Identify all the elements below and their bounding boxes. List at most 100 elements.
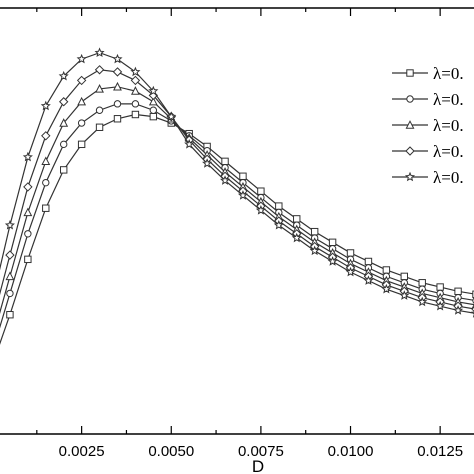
diamond-marker xyxy=(130,75,141,86)
diamond-marker xyxy=(23,182,33,192)
square-marker xyxy=(257,187,265,195)
diamond-marker xyxy=(41,131,51,141)
star-marker xyxy=(435,300,446,311)
square-marker xyxy=(42,204,50,212)
circle-marker xyxy=(42,178,50,187)
star-marker xyxy=(417,296,428,307)
square-marker xyxy=(95,123,104,131)
circle-marker xyxy=(113,100,122,108)
square-marker xyxy=(149,112,158,121)
x-ticks: 0.0025 0.0050 0.0075 0.0100 0.0125 xyxy=(36,8,463,460)
star-marker xyxy=(4,219,15,230)
x-tick-label: 0.0100 xyxy=(328,443,374,460)
series-line xyxy=(0,113,474,345)
series-triangle xyxy=(0,81,474,314)
legend-label: λ=0. xyxy=(433,168,464,187)
circle-marker xyxy=(6,289,14,298)
triangle-marker xyxy=(41,156,51,166)
square-marker xyxy=(239,172,247,180)
star-marker xyxy=(309,245,320,256)
star-marker xyxy=(237,190,249,200)
square-marker xyxy=(60,166,68,174)
square-marker xyxy=(24,255,32,264)
series-line xyxy=(0,86,474,314)
x-tick-label: 0.0025 xyxy=(59,443,105,460)
star-marker xyxy=(219,175,231,185)
star-marker xyxy=(58,70,69,81)
square-marker xyxy=(436,283,444,291)
legend-label: λ=0. xyxy=(433,90,464,109)
circle-marker xyxy=(406,95,414,103)
star-marker xyxy=(381,283,392,294)
triangle-marker xyxy=(77,96,87,106)
diamond-marker xyxy=(112,67,123,77)
diamond-marker xyxy=(94,65,105,75)
star-marker xyxy=(22,151,33,162)
diamond-marker xyxy=(76,75,87,86)
series-circle xyxy=(0,100,474,329)
square-marker xyxy=(6,311,14,319)
x-tick-label: 0.0075 xyxy=(238,443,284,460)
star-marker xyxy=(184,139,195,149)
legend-entry: λ=0. xyxy=(392,168,464,187)
circle-marker xyxy=(131,100,140,108)
triangle-marker xyxy=(95,84,104,93)
star-marker xyxy=(273,219,284,230)
square-marker xyxy=(113,115,122,123)
square-marker xyxy=(400,272,408,281)
star-marker xyxy=(363,275,374,285)
diamond-marker xyxy=(58,97,69,107)
triangle-marker xyxy=(23,207,33,217)
square-marker xyxy=(131,110,140,119)
series-line xyxy=(0,52,474,314)
star-marker xyxy=(40,100,51,111)
x-axis-label: D xyxy=(252,457,264,474)
triangle-marker xyxy=(130,86,140,95)
triangle-marker xyxy=(5,271,15,281)
square-marker xyxy=(346,249,355,257)
legend-entry: λ=0. xyxy=(392,90,464,109)
square-marker xyxy=(454,287,462,295)
triangle-marker xyxy=(405,120,415,129)
star-marker xyxy=(112,53,123,64)
triangle-marker xyxy=(113,81,122,91)
star-marker xyxy=(345,266,356,277)
star-marker xyxy=(453,305,464,315)
square-marker xyxy=(275,202,283,210)
square-marker xyxy=(364,257,373,266)
series-group xyxy=(0,47,474,345)
star-marker xyxy=(404,171,416,182)
legend-entry: λ=0. xyxy=(392,64,464,83)
star-marker xyxy=(399,290,410,300)
series-diamond xyxy=(0,65,474,312)
star-marker xyxy=(148,85,159,96)
legend-entry: λ=0. xyxy=(392,116,464,135)
axes xyxy=(0,7,474,435)
square-marker xyxy=(418,279,426,287)
series-square xyxy=(0,110,474,345)
circle-marker xyxy=(77,119,86,127)
series-line xyxy=(0,103,474,329)
diamond-marker xyxy=(405,146,415,156)
triangle-marker xyxy=(59,118,69,127)
star-marker xyxy=(255,205,266,215)
legend-label: λ=0. xyxy=(433,64,464,83)
series-line xyxy=(0,69,474,310)
square-marker xyxy=(382,266,391,274)
star-marker xyxy=(130,66,141,77)
triangle-marker xyxy=(148,96,158,106)
square-marker xyxy=(472,290,474,298)
legend-entry: λ=0. xyxy=(392,142,464,161)
square-marker xyxy=(310,227,319,236)
star-marker xyxy=(327,256,338,266)
square-marker xyxy=(221,157,229,166)
square-marker xyxy=(77,140,86,149)
circle-marker xyxy=(60,140,68,149)
star-marker xyxy=(202,158,213,168)
legend-label: λ=0. xyxy=(433,116,464,135)
star-marker xyxy=(94,47,105,58)
square-marker xyxy=(328,238,337,247)
star-marker xyxy=(166,111,177,121)
x-tick-label: 0.0125 xyxy=(417,443,463,460)
